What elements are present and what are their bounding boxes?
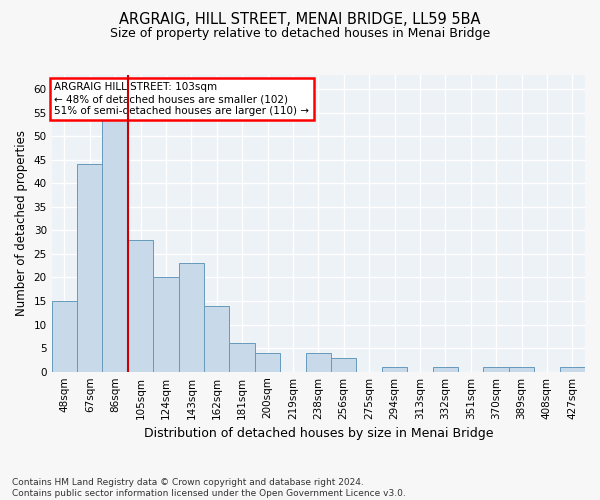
Bar [433,367,458,372]
Bar [305,353,331,372]
Bar [103,89,128,372]
Text: ARGRAIG HILL STREET: 103sqm
← 48% of detached houses are smaller (102)
51% of se: ARGRAIG HILL STREET: 103sqm ← 48% of det… [55,82,310,116]
Text: ARGRAIG, HILL STREET, MENAI BRIDGE, LL59 5BA: ARGRAIG, HILL STREET, MENAI BRIDGE, LL59… [119,12,481,28]
Bar [179,264,204,372]
Bar [128,240,153,372]
Text: Size of property relative to detached houses in Menai Bridge: Size of property relative to detached ho… [110,28,490,40]
Bar [229,344,255,371]
Text: Contains HM Land Registry data © Crown copyright and database right 2024.
Contai: Contains HM Land Registry data © Crown c… [12,478,406,498]
X-axis label: Distribution of detached houses by size in Menai Bridge: Distribution of detached houses by size … [143,427,493,440]
Bar [484,367,509,372]
Bar [331,358,356,372]
Bar [204,306,229,372]
Bar [560,367,585,372]
Bar [52,301,77,372]
Bar [509,367,534,372]
Bar [77,164,103,372]
Bar [153,278,179,372]
Y-axis label: Number of detached properties: Number of detached properties [15,130,28,316]
Bar [255,353,280,372]
Bar [382,367,407,372]
